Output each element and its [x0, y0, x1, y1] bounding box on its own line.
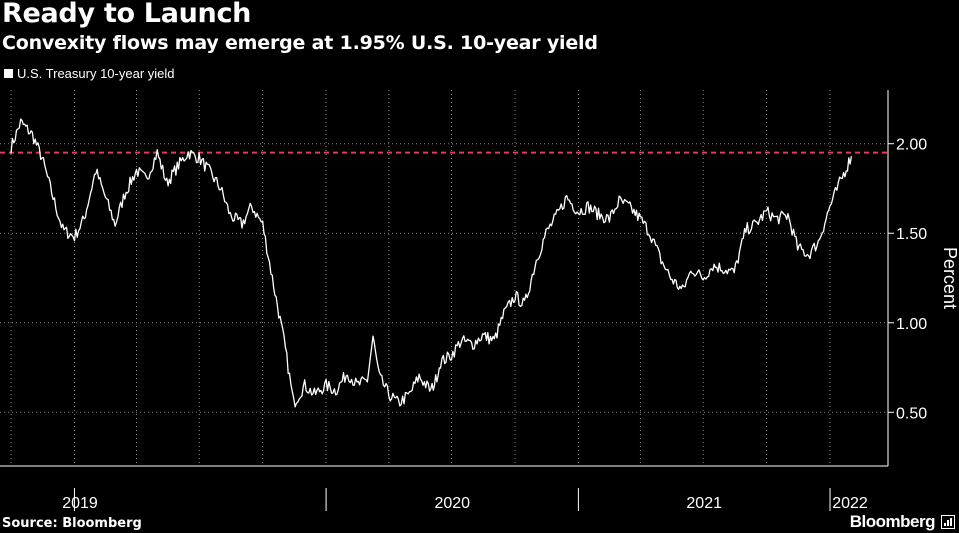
x-year-label: 2021	[686, 495, 722, 512]
series-line-treasury-10y	[10, 118, 853, 408]
grid	[0, 90, 888, 466]
legend-swatch	[4, 69, 13, 78]
bloomberg-bars-icon	[941, 515, 955, 529]
x-year-label: 2020	[434, 495, 470, 512]
y-tick-label: 1.50	[896, 226, 927, 243]
y-tick-label: 0.50	[896, 405, 927, 422]
axes	[0, 90, 894, 511]
x-year-label: 2022	[832, 495, 868, 512]
y-tick-label: 1.00	[896, 316, 927, 333]
series-layer	[0, 118, 888, 408]
axis-labels: 0.50 1.00 1.50 2.00 2019 2020 2021 2022 Percent	[62, 137, 959, 512]
chart-subtitle: Convexity flows may emerge at 1.95% U.S.…	[2, 32, 598, 54]
chart-title: Ready to Launch	[2, 0, 252, 29]
brand-logo: Bloomberg	[849, 512, 936, 531]
y-tick-label: 2.00	[896, 137, 927, 154]
legend: U.S. Treasury 10-year yield	[4, 66, 175, 81]
source-note: Source: Bloomberg	[2, 516, 142, 531]
legend-label: U.S. Treasury 10-year yield	[17, 66, 175, 81]
y-axis-title: Percent	[940, 247, 959, 309]
x-year-label: 2019	[62, 495, 98, 512]
